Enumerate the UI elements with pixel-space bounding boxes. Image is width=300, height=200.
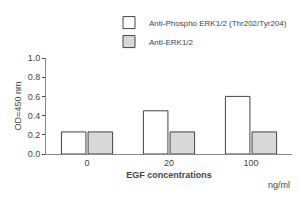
- svg-text:Anti-Phospho ERK1/2 (Thr202/Ty: Anti-Phospho ERK1/2 (Thr202/Tyr204): [149, 19, 287, 28]
- svg-text:0: 0: [84, 158, 89, 168]
- svg-text:ng/ml: ng/ml: [268, 180, 290, 190]
- svg-text:0.0: 0.0: [28, 149, 41, 159]
- svg-text:0.2: 0.2: [28, 130, 41, 140]
- svg-text:0.6: 0.6: [28, 92, 41, 102]
- svg-text:0.8: 0.8: [28, 72, 41, 82]
- svg-text:Anti-ERK1/2: Anti-ERK1/2: [149, 38, 194, 47]
- svg-text:100: 100: [243, 158, 258, 168]
- svg-text:20: 20: [164, 158, 174, 168]
- svg-text:EGF concentrations: EGF concentrations: [126, 170, 212, 180]
- svg-text:1.0: 1.0: [28, 53, 41, 63]
- svg-text:0.4: 0.4: [28, 111, 41, 121]
- svg-text:OD=450 nm: OD=450 nm: [13, 82, 23, 131]
